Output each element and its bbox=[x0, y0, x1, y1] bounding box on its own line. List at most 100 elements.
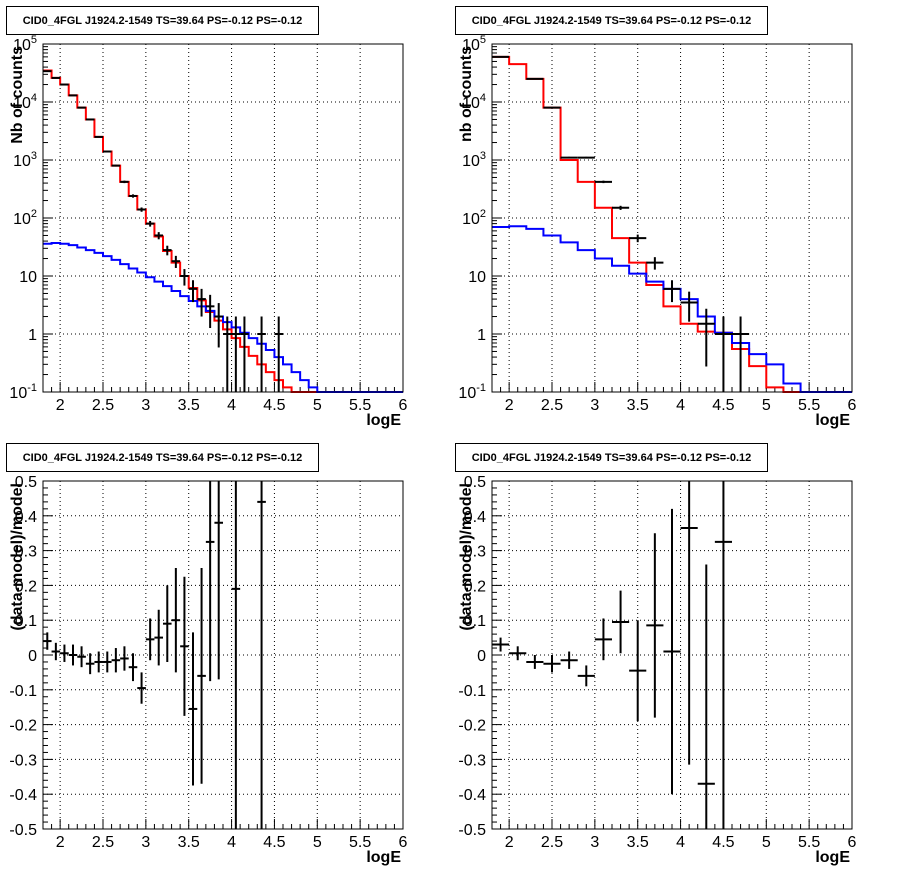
data-point bbox=[214, 481, 223, 680]
chart-counts-fine: 2 2.5 3 3.5 4 4.5 5 5.5 6 10-1 1 10 102 103 104 105 logE… bbox=[9, 34, 408, 429]
x-axis-label: logE bbox=[815, 412, 850, 429]
data-point bbox=[188, 280, 198, 303]
data-point bbox=[680, 291, 698, 322]
y-tick-label: -0.4 bbox=[458, 787, 486, 804]
data-point bbox=[205, 481, 215, 682]
data-point bbox=[663, 280, 681, 303]
y-tick-label: 0.5 bbox=[15, 474, 37, 491]
data-point bbox=[205, 294, 215, 329]
y-tick-label: 104 bbox=[13, 92, 37, 112]
data-points bbox=[43, 70, 283, 392]
data-point bbox=[594, 180, 612, 184]
y-axis-label: (data-model)/model bbox=[9, 483, 26, 631]
y-tick-label: 102 bbox=[462, 208, 486, 228]
y-tick-label: 0.2 bbox=[15, 578, 37, 595]
y-tick-label: 105 bbox=[13, 34, 37, 54]
x-tick-label: 4 bbox=[227, 834, 236, 851]
data-point bbox=[714, 481, 732, 829]
data-point bbox=[137, 672, 146, 704]
data-point bbox=[257, 316, 266, 392]
data-point bbox=[163, 245, 172, 256]
x-tick-label: 4.5 bbox=[263, 834, 285, 851]
grid bbox=[43, 43, 404, 393]
x-tick-label: 3.5 bbox=[627, 834, 649, 851]
x-tick-label: 5 bbox=[313, 397, 322, 414]
y-tick-label: -0.3 bbox=[9, 752, 37, 769]
data-point bbox=[154, 609, 163, 666]
data-point bbox=[111, 164, 121, 167]
x-tick-label: 2.5 bbox=[92, 397, 114, 414]
data-point bbox=[163, 585, 172, 662]
data-point bbox=[543, 106, 561, 109]
x-axis-label: logE bbox=[815, 849, 850, 866]
x-tick-label: 4.5 bbox=[712, 397, 734, 414]
data-point bbox=[663, 508, 681, 795]
plot-title: CID0_4FGL J1924.2-1549 TS=39.64 PS=-0.12… bbox=[455, 6, 768, 35]
y-axis-label: nb of counts bbox=[458, 46, 475, 142]
x-tick-label: 4.5 bbox=[712, 834, 734, 851]
data-point bbox=[137, 207, 146, 212]
x-tick-label: 3 bbox=[141, 397, 150, 414]
y-tick-label: 10 bbox=[19, 269, 37, 286]
data-point bbox=[646, 257, 664, 270]
data-point bbox=[492, 637, 510, 652]
data-point bbox=[68, 644, 78, 666]
data-point bbox=[629, 234, 647, 243]
series-background-line bbox=[492, 225, 852, 393]
data-point bbox=[612, 590, 630, 654]
data-point bbox=[77, 646, 86, 668]
chart-residual-fine: 2 2.5 3 3.5 4 4.5 5 5.5 6 -0.5 -0.4 -0.3 -0.2 -0.1 0 0.… bbox=[9, 474, 408, 866]
y-tick-label: -0.1 bbox=[458, 683, 486, 700]
y-axis-label: (data-model)/model bbox=[458, 483, 475, 631]
y-tick-label: 0.1 bbox=[15, 613, 37, 630]
axis-ticks bbox=[42, 43, 404, 393]
data-point bbox=[60, 644, 69, 662]
data-point bbox=[171, 568, 181, 673]
data-point bbox=[214, 303, 223, 348]
chart-counts-coarse: 2 2.5 3 3.5 4 4.5 5 5.5 6 10-1 1 10 102 103 104 105 logE… bbox=[458, 34, 857, 429]
y-tick-label: 0 bbox=[28, 648, 37, 665]
y-tick-label: 1 bbox=[477, 327, 486, 344]
y-tick-label: 10 bbox=[468, 269, 486, 286]
x-tick-label: 2.5 bbox=[541, 397, 563, 414]
data-point bbox=[509, 646, 527, 661]
y-tick-label: 1 bbox=[28, 327, 37, 344]
data-point bbox=[612, 205, 630, 210]
x-tick-label: 5.5 bbox=[349, 397, 371, 414]
data-point bbox=[697, 308, 715, 367]
axis-ticks bbox=[42, 480, 404, 830]
y-tick-label: 102 bbox=[13, 208, 37, 228]
pad-residual-fine: CID0_4FGL J1924.2-1549 TS=39.64 PS=-0.12… bbox=[0, 437, 449, 875]
x-tick-label: 5 bbox=[762, 834, 771, 851]
data-point bbox=[180, 576, 189, 716]
x-tick-label: 5.5 bbox=[798, 397, 820, 414]
data-point bbox=[543, 655, 561, 673]
data-point bbox=[714, 316, 732, 392]
data-point bbox=[85, 118, 95, 121]
y-tick-label: 103 bbox=[13, 150, 37, 170]
data-point bbox=[560, 651, 578, 669]
data-point bbox=[85, 653, 95, 675]
y-tick-label: 0.3 bbox=[15, 544, 37, 561]
data-point bbox=[43, 632, 52, 650]
data-point bbox=[94, 135, 103, 138]
data-point bbox=[103, 651, 112, 673]
y-tick-label: 103 bbox=[462, 150, 486, 170]
plot-title: CID0_4FGL J1924.2-1549 TS=39.64 PS=-0.12… bbox=[6, 443, 319, 472]
x-tick-label: 3 bbox=[590, 397, 599, 414]
plot-title: CID0_4FGL J1924.2-1549 TS=39.64 PS=-0.12… bbox=[6, 6, 319, 35]
x-tick-label: 4 bbox=[676, 397, 685, 414]
data-point bbox=[240, 316, 249, 392]
y-tick-label: -0.3 bbox=[458, 752, 486, 769]
data-point bbox=[77, 106, 86, 109]
x-tick-label: 2 bbox=[505, 834, 514, 851]
x-tick-label: 3.5 bbox=[178, 397, 200, 414]
grid bbox=[43, 480, 404, 830]
x-tick-label: 6 bbox=[399, 834, 408, 851]
data-point bbox=[680, 481, 698, 765]
x-tick-label: 2.5 bbox=[92, 834, 114, 851]
x-tick-label: 2.5 bbox=[541, 834, 563, 851]
data-point bbox=[188, 632, 198, 786]
data-point bbox=[111, 648, 121, 673]
y-tick-label: 10-1 bbox=[458, 382, 486, 402]
